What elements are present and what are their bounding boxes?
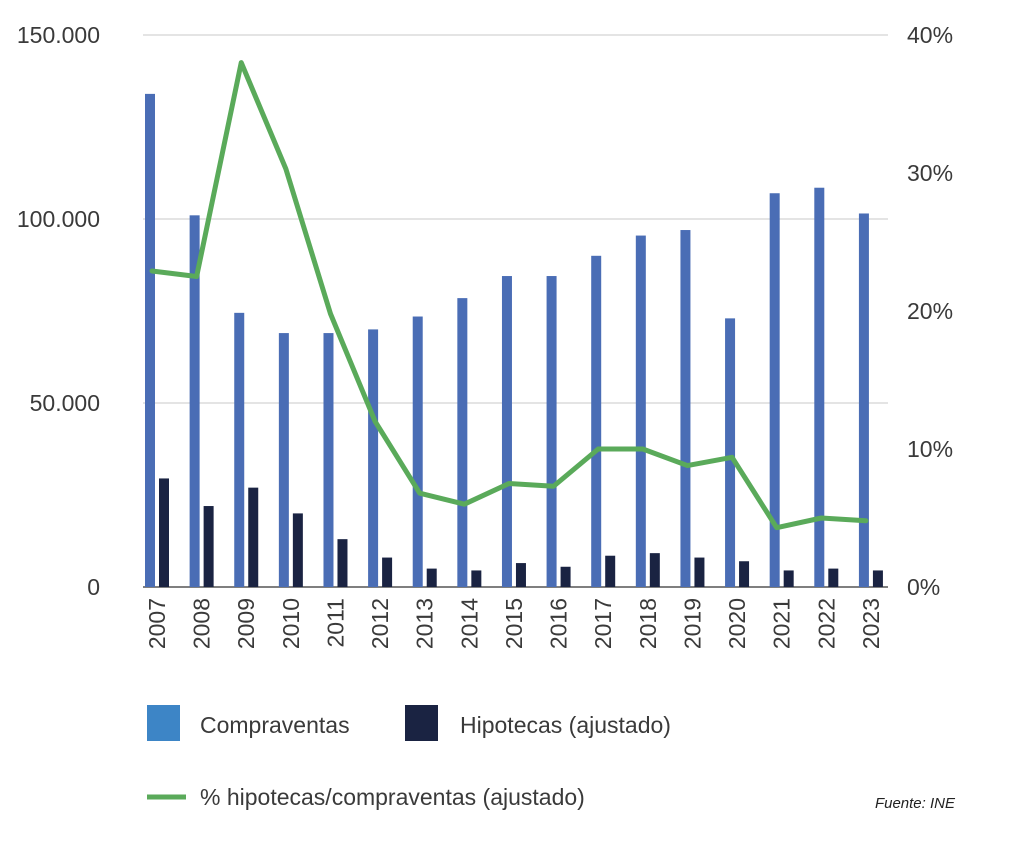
- bar-hipotecas: [560, 566, 571, 587]
- x-tick-label: 2019: [679, 598, 705, 649]
- x-tick-label: 2020: [724, 598, 750, 649]
- ratio-line: [149, 60, 869, 531]
- x-tick-label: 2018: [635, 598, 661, 649]
- x-tick-label: 2010: [278, 598, 304, 649]
- ratio-line-path: [149, 60, 869, 531]
- legend-label-compraventas: Compraventas: [200, 712, 350, 738]
- bar-compraventas: [412, 316, 423, 587]
- bar-hipotecas: [739, 561, 750, 587]
- x-tick-label: 2007: [144, 598, 170, 649]
- bar-hipotecas: [828, 568, 839, 587]
- x-tick-label: 2012: [367, 598, 393, 649]
- right-tick-label: 10%: [907, 436, 953, 462]
- x-tick-label: 2017: [590, 598, 616, 649]
- bar-hipotecas: [605, 555, 616, 587]
- legend-label-hipotecas: Hipotecas (ajustado): [460, 712, 671, 738]
- bar-compraventas: [858, 213, 869, 588]
- bar-compraventas: [323, 333, 334, 587]
- bar-compraventas: [546, 276, 557, 587]
- bar-compraventas: [635, 235, 646, 587]
- left-tick-label: 100.000: [17, 206, 100, 232]
- bar-hipotecas: [872, 570, 883, 587]
- right-tick-label: 20%: [907, 298, 953, 324]
- bar-compraventas: [145, 93, 155, 587]
- legend-label-ratio: % hipotecas/compraventas (ajustado): [200, 784, 585, 810]
- bar-hipotecas: [382, 557, 393, 587]
- x-tick-label: 2023: [858, 598, 884, 649]
- left-tick-label: 50.000: [30, 390, 100, 416]
- right-tick-label: 30%: [907, 160, 953, 186]
- bar-hipotecas: [292, 513, 303, 587]
- bar-hipotecas: [426, 568, 437, 587]
- left-tick-label: 0: [87, 574, 100, 600]
- bar-hipotecas: [694, 557, 705, 587]
- bar-hipotecas: [515, 563, 526, 587]
- bar-compraventas: [501, 276, 512, 587]
- bar-hipotecas: [471, 570, 482, 587]
- x-tick-label: 2011: [322, 598, 348, 647]
- legend-swatch-hipotecas: [405, 705, 438, 741]
- bar-hipotecas: [248, 487, 259, 587]
- bar-compraventas: [234, 312, 245, 587]
- x-tick-label: 2016: [546, 598, 572, 649]
- x-tick-label: 2014: [456, 598, 482, 649]
- x-axis-ticks: 2007 2008 2009 2010 2011 2012 2013 2014 2015 2016…: [144, 598, 884, 649]
- x-tick-label: 2015: [501, 598, 527, 649]
- bar-hipotecas: [337, 539, 348, 587]
- right-tick-label: 0%: [907, 574, 940, 600]
- bar-compraventas: [814, 187, 825, 587]
- bar-hipotecas: [203, 506, 214, 587]
- bars: [145, 93, 883, 588]
- gridlines: [143, 34, 888, 588]
- x-tick-label: 2009: [233, 598, 259, 649]
- bar-compraventas: [769, 193, 780, 588]
- bar-compraventas: [591, 255, 602, 588]
- legend: Compraventas Hipotecas (ajustado) % hipo…: [147, 705, 671, 810]
- bar-compraventas: [189, 215, 200, 587]
- bar-compraventas: [368, 329, 379, 587]
- x-tick-label: 2008: [189, 598, 215, 649]
- bar-compraventas: [680, 230, 691, 588]
- right-tick-label: 40%: [907, 22, 953, 48]
- bar-hipotecas: [783, 570, 794, 587]
- x-tick-label: 2013: [412, 598, 438, 649]
- right-axis-ticks: 0% 10% 20% 30% 40%: [907, 22, 953, 600]
- bar-hipotecas: [649, 553, 660, 587]
- left-axis-ticks: 0 50.000 100.000 150.000: [17, 22, 100, 600]
- left-tick-label: 150.000: [17, 22, 100, 48]
- x-tick-label: 2021: [769, 598, 795, 649]
- source-note: Fuente: INE: [875, 795, 956, 812]
- bar-hipotecas: [159, 478, 169, 587]
- legend-swatch-compraventas: [147, 705, 180, 741]
- bar-compraventas: [725, 318, 736, 587]
- x-tick-label: 2022: [813, 598, 839, 649]
- bar-compraventas: [457, 298, 468, 587]
- bar-compraventas: [278, 333, 289, 587]
